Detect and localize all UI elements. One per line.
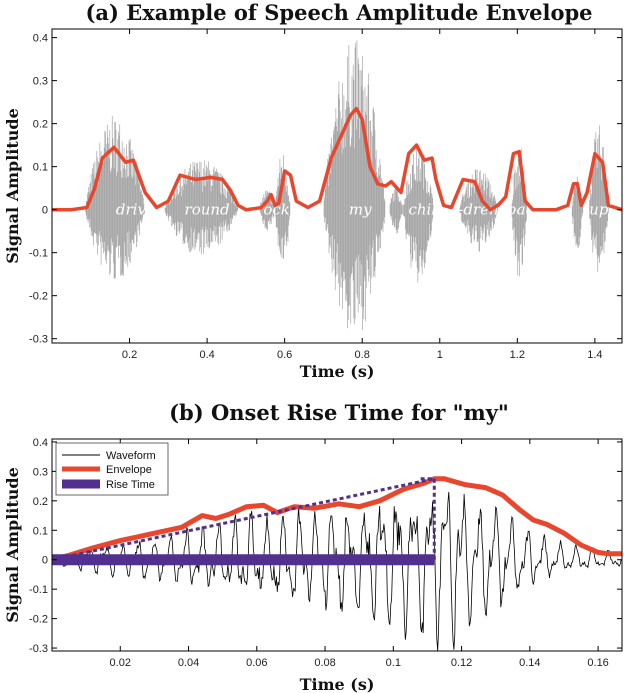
chart-b-legend: Waveform Envelope Rise Time [55,442,169,496]
word-label: back [507,201,543,219]
word-label: chil [408,201,436,219]
chart-a: (a) Example of Speech Amplitude Envelope… [3,0,623,381]
chart-a-y-tick-label: 0.3 [33,76,48,88]
chart-a-x-tick-label: 0.6 [277,349,292,361]
chart-b-x-ticks: 0.02 0.04 0.06 0.08 0.1 0.12 0.14 0.16 [110,439,609,669]
chart-b-envelope-line [51,476,622,563]
legend-label-rise-time: Rise Time [106,479,155,491]
chart-b-y-tick-label: -0.3 [29,643,48,655]
chart-b-y-tick-label: 0 [42,555,48,567]
chart-a-y-tick-label: -0.2 [29,291,48,303]
chart-a-y-tick-label: -0.1 [29,248,48,260]
chart-a-y-label: Signal Amplitude [3,108,22,264]
chart-b-y-tick-label: 0.4 [33,437,48,449]
chart-b-x-tick-label: 0.04 [178,657,199,669]
chart-b-rise-slope-dashed [51,477,435,562]
legend-label-waveform: Waveform [106,450,156,462]
chart-a-x-tick-label: 0.8 [355,349,370,361]
chart-b-title: (b) Onset Rise Time for "my" [169,400,509,425]
chart-b-axes-box [51,438,623,652]
chart-a-envelope-line [52,106,623,212]
chart-a-x-ticks: 0.2 0.4 0.6 0.8 1 1.2 1.4 [122,29,603,361]
chart-a-y-ticks: -0.3 -0.2 -0.1 0 0.1 0.2 0.3 0.4 [29,33,622,346]
chart-a-axes-box [51,28,623,344]
chart-b-y-tick-label: -0.2 [29,614,48,626]
chart-b-x-tick-label: 0.06 [246,657,267,669]
chart-a-waveform [85,40,609,330]
chart-a-y-tick-label: 0.1 [33,162,48,174]
chart-b-y-tick-label: 0.2 [33,496,48,508]
chart-b-x-tick-label: 0.12 [451,657,472,669]
chart-b-y-label: Signal Amplitude [3,467,22,623]
legend-label-envelope: Envelope [106,464,152,476]
word-label: up [589,201,609,219]
chart-a-title: (a) Example of Speech Amplitude Envelope [85,0,592,25]
chart-a-x-label: Time (s) [300,362,375,381]
chart-b-y-tick-label: 0.3 [33,466,48,478]
chart-b-y-tick-label: -0.1 [29,584,48,596]
chart-a-y-tick-label: 0.2 [33,119,48,131]
chart-a-x-tick-label: 1.4 [587,349,602,361]
chart-b-y-ticks: -0.3 -0.2 -0.1 0 0.1 0.2 0.3 0.4 [29,437,622,655]
chart-b: (b) Onset Rise Time for "my" 0.02 0.04 0.0… [3,400,623,693]
chart-b-x-tick-label: 0.1 [386,657,401,669]
chart-b-x-tick-label: 0.08 [314,657,335,669]
chart-a-y-tick-label: -0.3 [29,334,48,346]
chart-b-x-tick-label: 0.02 [110,657,131,669]
chart-a-x-tick-label: 1.2 [510,349,525,361]
word-label: round [185,201,230,219]
chart-a-word-labels: drive round a rock my chil -dren back up [116,201,609,219]
chart-b-x-tick-label: 0.16 [587,657,608,669]
chart-a-x-tick-label: 0.4 [199,349,214,361]
chart-a-y-tick-label: 0.4 [33,33,48,45]
chart-b-x-label: Time (s) [300,675,375,693]
chart-a-x-tick-label: 1 [437,349,443,361]
word-label: drive [116,201,155,219]
chart-b-y-tick-label: 0.1 [33,525,48,537]
chart-b-x-tick-label: 0.14 [519,657,540,669]
chart-b-waveform-line [51,491,622,652]
chart-a-x-tick-label: 0.2 [122,349,137,361]
word-label: -dren [458,201,498,219]
word-label: my [349,201,372,219]
chart-a-y-tick-label: 0 [42,205,48,217]
